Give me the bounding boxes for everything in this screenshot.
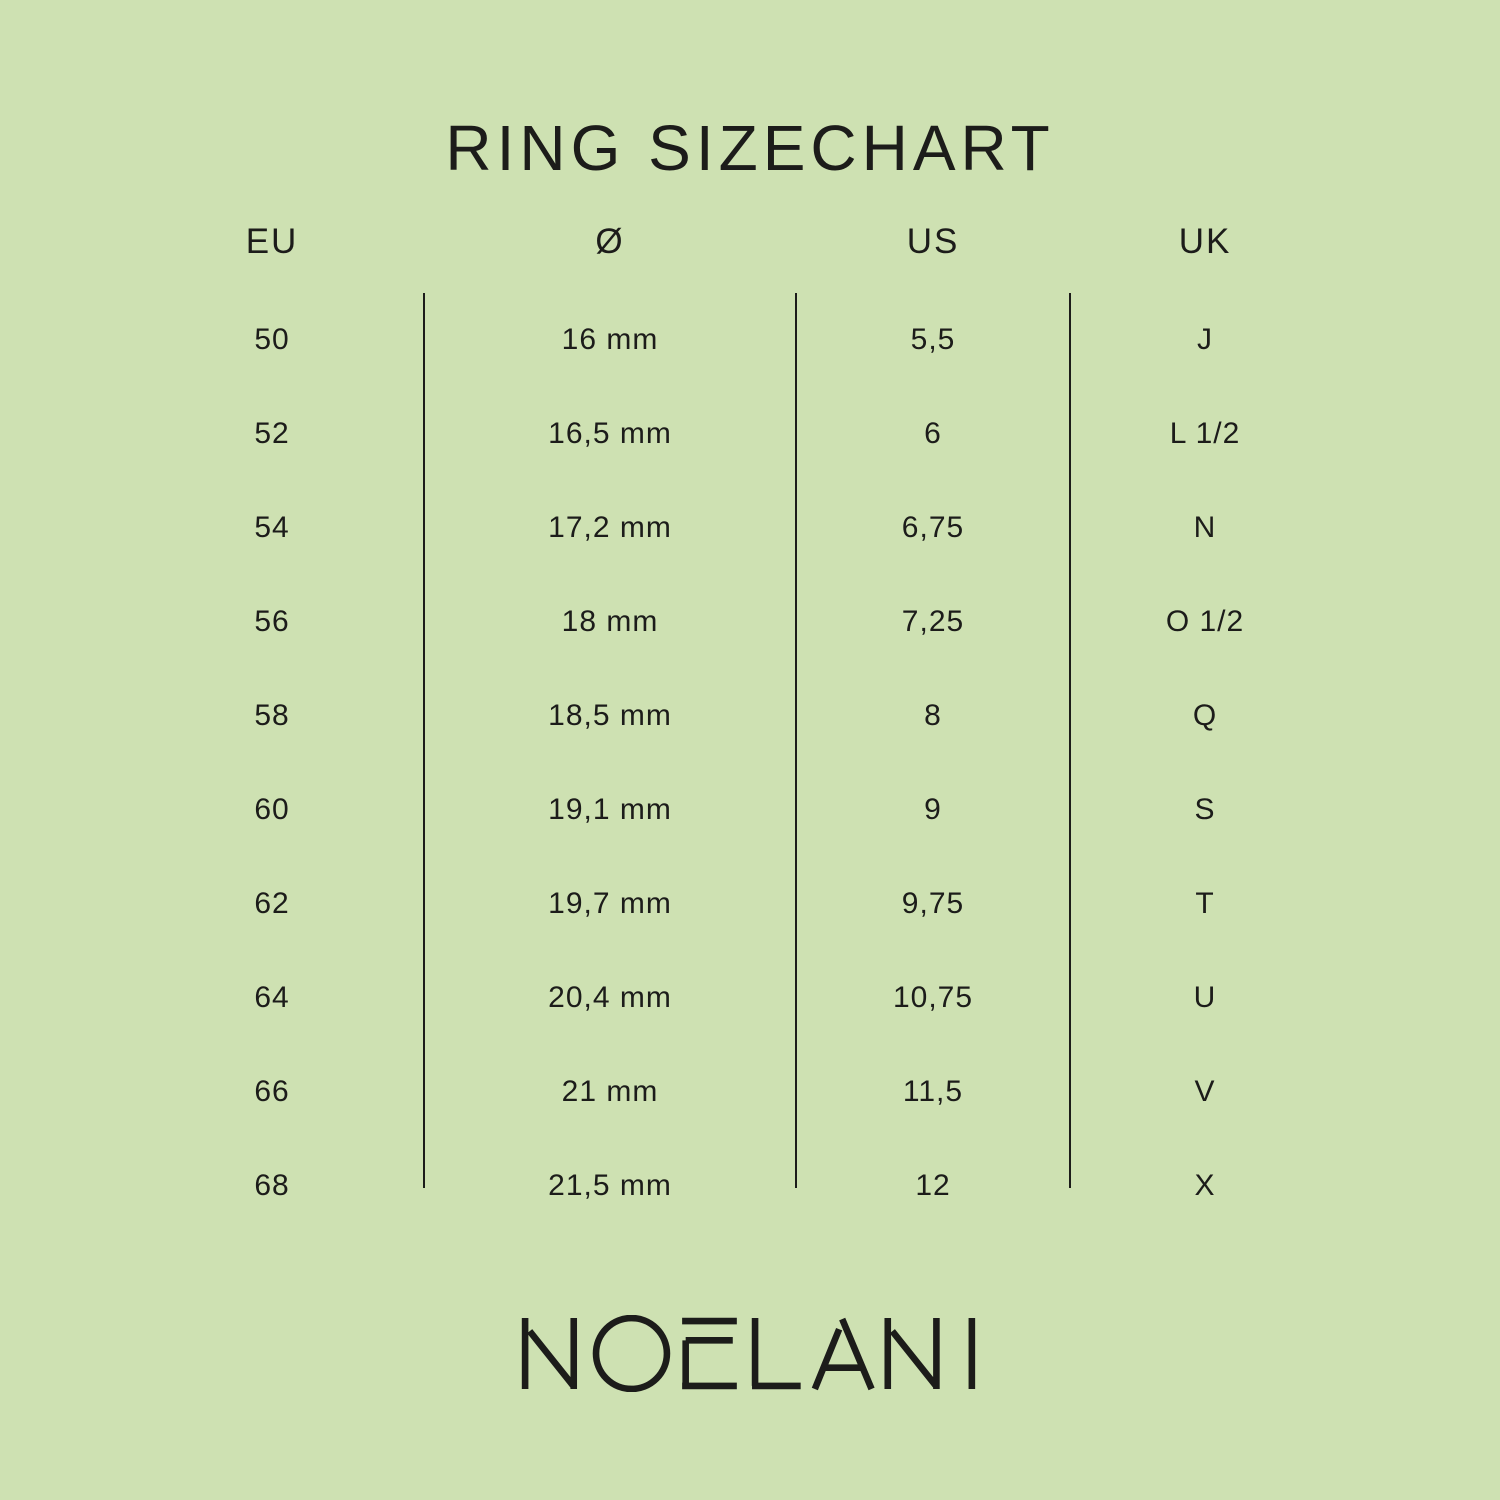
table-row: 58 18,5 mm 8 Q — [120, 669, 1340, 763]
cell-us: 9 — [924, 793, 942, 826]
cell-uk: N — [1193, 511, 1217, 544]
cell-eu: 62 — [254, 887, 290, 920]
column-header-diameter: Ø — [595, 222, 625, 261]
cell-diameter: 16 mm — [561, 323, 659, 356]
cell-us: 8 — [924, 699, 942, 732]
cell-diameter: 21,5 mm — [548, 1169, 672, 1202]
cell-diameter: 16,5 mm — [548, 417, 672, 450]
table-row: 60 19,1 mm 9 S — [120, 763, 1340, 857]
cell-eu: 64 — [254, 981, 290, 1014]
table-row: 54 17,2 mm 6,75 N — [120, 481, 1340, 575]
cell-uk: J — [1197, 323, 1213, 356]
table-body: 50 16 mm 5,5 J 52 16,5 mm 6 L 1/2 54 17,… — [120, 293, 1340, 1233]
cell-diameter: 18 mm — [561, 605, 659, 638]
cell-diameter: 20,4 mm — [548, 981, 672, 1014]
cell-diameter: 18,5 mm — [548, 699, 672, 732]
cell-uk: L 1/2 — [1169, 417, 1241, 450]
table-row: 56 18 mm 7,25 O 1/2 — [120, 575, 1340, 669]
table-header-row: EU Ø US UK — [120, 210, 1340, 274]
cell-us: 5,5 — [910, 323, 956, 356]
ring-size-table: EU Ø US UK 50 16 mm 5,5 J 52 16,5 mm 6 L… — [120, 210, 1340, 1233]
cell-us: 6,75 — [901, 511, 965, 544]
table-row: 50 16 mm 5,5 J — [120, 293, 1340, 387]
cell-eu: 54 — [254, 511, 290, 544]
cell-eu: 60 — [254, 793, 290, 826]
table-row: 66 21 mm 11,5 V — [120, 1045, 1340, 1139]
noelani-logo: NOELANI — [0, 1315, 1500, 1392]
table-row: 52 16,5 mm 6 L 1/2 — [120, 387, 1340, 481]
cell-diameter: 21 mm — [561, 1075, 659, 1108]
cell-uk: S — [1194, 793, 1216, 826]
cell-uk: T — [1195, 887, 1215, 920]
cell-us: 11,5 — [902, 1075, 964, 1108]
cell-diameter: 19,1 mm — [548, 793, 672, 826]
cell-us: 10,75 — [892, 981, 974, 1014]
cell-eu: 68 — [254, 1169, 290, 1202]
column-header-us: US — [906, 222, 960, 261]
cell-eu: 52 — [254, 417, 290, 450]
column-header-uk: UK — [1178, 222, 1232, 261]
cell-us: 12 — [915, 1169, 951, 1202]
cell-eu: 58 — [254, 699, 290, 732]
cell-diameter: 19,7 mm — [548, 887, 672, 920]
column-header-eu: EU — [245, 222, 299, 261]
page-title: RING SIZECHART — [445, 111, 1055, 184]
cell-us: 6 — [924, 417, 942, 450]
cell-us: 7,25 — [901, 605, 965, 638]
cell-diameter: 17,2 mm — [548, 511, 672, 544]
cell-uk: V — [1194, 1075, 1216, 1108]
cell-uk: O 1/2 — [1165, 605, 1245, 638]
column-divider — [795, 293, 797, 1188]
column-divider — [1069, 293, 1071, 1188]
cell-eu: 56 — [254, 605, 290, 638]
table-row: 62 19,7 mm 9,75 T — [120, 857, 1340, 951]
cell-eu: 50 — [254, 323, 290, 356]
cell-uk: Q — [1192, 699, 1218, 732]
cell-uk: X — [1194, 1169, 1216, 1202]
table-row: 68 21,5 mm 12 X — [120, 1139, 1340, 1233]
table-row: 64 20,4 mm 10,75 U — [120, 951, 1340, 1045]
column-divider — [423, 293, 425, 1188]
cell-us: 9,75 — [901, 887, 965, 920]
cell-uk: U — [1193, 981, 1217, 1014]
cell-eu: 66 — [254, 1075, 290, 1108]
noelani-logo-wordmark — [521, 1315, 976, 1392]
